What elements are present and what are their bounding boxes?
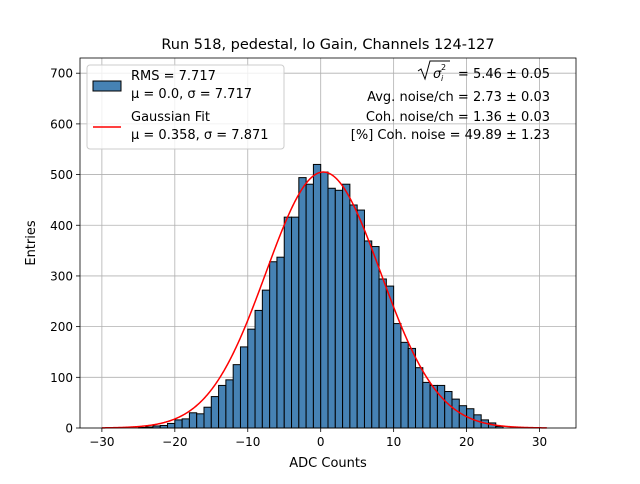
- histogram-bar: [422, 381, 431, 429]
- histogram-bar: [254, 309, 263, 429]
- svg-text:i: i: [441, 74, 444, 83]
- y-tick-label: 400: [50, 219, 73, 233]
- histogram-bar: [363, 240, 373, 429]
- histogram-bar: [327, 187, 336, 429]
- histogram-bar: [436, 384, 446, 429]
- annotation-line1: = 5.46 ± 0.05: [458, 67, 550, 82]
- histogram-bar: [203, 406, 212, 429]
- legend-histogram-label-line2: μ = 0.0, σ = 7.717: [131, 87, 252, 102]
- annotation-line3: Coh. noise/ch = 1.36 ± 0.03: [366, 110, 550, 125]
- histogram-bar: [261, 289, 271, 429]
- histogram-bar: [188, 412, 198, 429]
- histogram-bar: [320, 171, 329, 429]
- histogram-bar: [371, 246, 380, 429]
- x-tick-label: 0: [317, 435, 325, 449]
- legend: RMS = 7.717 μ = 0.0, σ = 7.717 Gaussian …: [86, 64, 285, 150]
- gaussian-fit-curve: [101, 171, 547, 429]
- annotation-line2: Avg. noise/ch = 2.73 ± 0.03: [367, 90, 550, 105]
- x-tick-label: −30: [89, 435, 114, 449]
- x-tick-label: 10: [386, 435, 401, 449]
- histogram-bar: [167, 422, 176, 429]
- svg-text:σ: σ: [433, 67, 442, 82]
- x-tick-label: 20: [459, 435, 474, 449]
- histogram-bar: [269, 261, 278, 429]
- legend-fit-label-line1: Gaussian Fit: [131, 110, 210, 125]
- histogram-bar: [218, 384, 227, 429]
- y-tick-label: 100: [50, 371, 73, 385]
- legend-histogram-swatch: [92, 80, 122, 92]
- histogram-bar: [283, 216, 293, 429]
- histogram-bar: [196, 413, 205, 429]
- histogram-bar: [393, 323, 402, 429]
- histogram-bar: [247, 328, 256, 429]
- histogram-bar: [378, 278, 387, 429]
- x-tick-label: 30: [532, 435, 547, 449]
- histogram-bar: [444, 391, 453, 429]
- histogram-bar: [356, 209, 365, 429]
- y-tick-label: 700: [50, 67, 73, 81]
- legend-histogram-label-line1: RMS = 7.717: [131, 69, 216, 84]
- histogram-bar: [298, 177, 307, 429]
- histogram-bar: [451, 398, 460, 429]
- histogram-bar: [210, 396, 220, 429]
- y-tick-label: 0: [65, 422, 73, 436]
- y-tick-label: 500: [50, 168, 73, 182]
- histogram-bar: [225, 379, 234, 429]
- x-tick-label: −20: [162, 435, 187, 449]
- histogram-bar: [305, 183, 314, 429]
- chart-title: Run 518, pedestal, lo Gain, Channels 124…: [161, 37, 494, 53]
- y-tick-label: 600: [50, 117, 73, 131]
- histogram-bar: [232, 364, 241, 429]
- histogram-bar: [291, 216, 300, 429]
- histogram-bar: [415, 367, 424, 429]
- histogram-bar: [400, 341, 409, 429]
- annotation-line4: [%] Coh. noise = 49.89 ± 1.23: [351, 128, 550, 143]
- sqrt-sigma-i-squared-symbol: σ i 2: [417, 60, 450, 83]
- histogram-bar: [312, 163, 322, 429]
- noise-annotations: σ i 2 = 5.46 ± 0.05 Avg. noise/ch = 2.73…: [351, 60, 550, 143]
- legend-fit-label-line2: μ = 0.358, σ = 7.871: [131, 128, 269, 143]
- y-tick-label: 200: [50, 320, 73, 334]
- histogram-bar: [349, 204, 358, 429]
- x-tick-label: −10: [235, 435, 260, 449]
- histogram-bar: [342, 183, 351, 429]
- histogram-bar: [181, 418, 190, 429]
- y-tick-label: 300: [50, 269, 73, 283]
- x-axis-label: ADC Counts: [289, 456, 367, 471]
- histogram-bar: [334, 189, 344, 429]
- histogram-bar: [385, 285, 395, 429]
- histogram-bar: [239, 346, 249, 429]
- histogram-bar: [174, 419, 183, 429]
- histogram-bar: [407, 347, 417, 429]
- y-axis-label: Entries: [24, 220, 39, 266]
- svg-text:2: 2: [441, 63, 446, 72]
- legend-box: [86, 64, 285, 150]
- plot-frame: [79, 57, 577, 429]
- histogram-bar: [276, 256, 285, 429]
